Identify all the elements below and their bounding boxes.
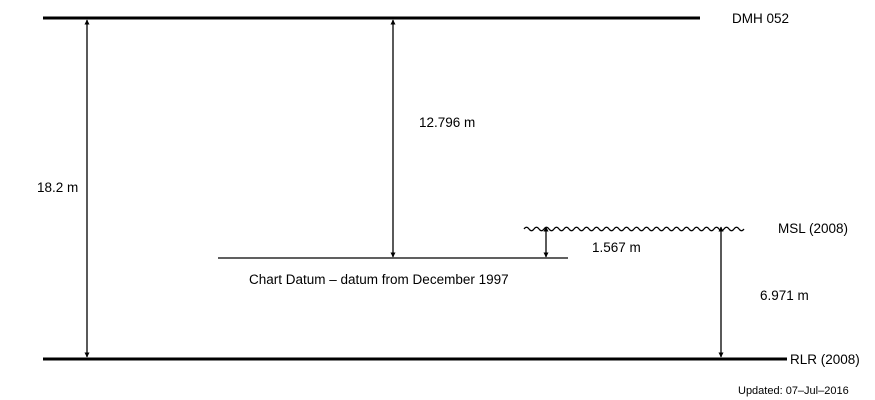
dmh-to-rlr-value: 18.2 m [37,180,78,195]
dmh-to-chart-datum-value: 12.796 m [419,115,475,130]
chart-datum-to-msl-value: 1.567 m [592,240,641,255]
dmh-label: DMH 052 [732,11,789,26]
msl-wave-line [523,226,745,232]
updated-label: Updated: 07–Jul–2016 [738,385,849,397]
msl-to-rlr-value: 6.971 m [760,288,809,303]
rlr-label: RLR (2008) [790,352,860,367]
chart-datum-label: Chart Datum – datum from December 1997 [249,272,509,287]
msl-label: MSL (2008) [778,221,848,236]
